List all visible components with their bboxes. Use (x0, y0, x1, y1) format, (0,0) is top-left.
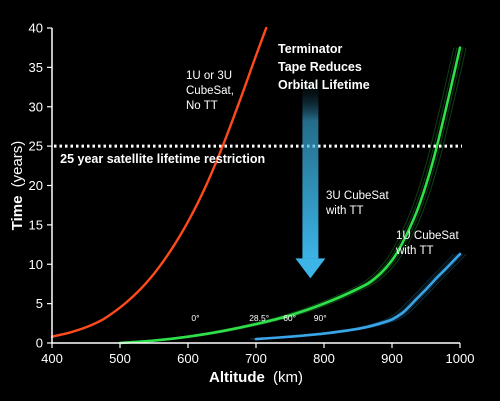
x-tick-label: 400 (41, 351, 63, 366)
spread-line-tt_1u (249, 253, 455, 340)
spread-line-tt_1u (252, 253, 458, 340)
inclination-label: 60° (283, 313, 296, 323)
x-axis-label: Altitude (209, 369, 265, 386)
y-tick-label: 5 (36, 296, 43, 311)
x-tick-label: 600 (177, 351, 199, 366)
inclination-label: 90° (314, 313, 327, 323)
series-lines (50, 26, 462, 345)
label-tape-note-line: Terminator (278, 42, 342, 56)
x-tick-label: 800 (313, 351, 335, 366)
series-line-tt_1u (254, 252, 462, 341)
spread-line-tt_1u (259, 253, 464, 340)
x-axis-title: Altitude (km) (209, 369, 303, 386)
inclination-label: 28.5° (249, 313, 269, 323)
y-tick-label: 30 (29, 99, 43, 114)
x-tick-label: 900 (381, 351, 403, 366)
y-axis-unit: (years) (9, 141, 26, 188)
y-tick-label: 0 (36, 336, 43, 351)
y-tick-label: 20 (29, 178, 43, 193)
arrow-head (295, 258, 326, 279)
y-tick-label: 15 (29, 217, 43, 232)
y-tick-label: 35 (29, 60, 43, 75)
label-tape-note-line: Tape Reduces (278, 60, 362, 74)
y-axis-label: Time (9, 196, 26, 231)
label-tt-3u-line: with TT (325, 205, 364, 217)
y-tick-label: 25 (29, 139, 43, 154)
x-tick-label: 500 (109, 351, 131, 366)
label-no-tt-line: 1U or 3U (186, 70, 232, 82)
label-tt-3u-line: 3U CubeSat (326, 190, 389, 202)
y-axis-title: Time (years) (9, 141, 26, 231)
inclination-label: 0° (191, 313, 199, 323)
axis-ticks: 400 500 600 700 800 900 1000 0 5 10 15 20 25 30 35 40 (29, 21, 475, 367)
label-no-tt-line: CubeSat, (186, 85, 234, 97)
annotations: 25 year satellite lifetime restriction 1… (60, 42, 459, 323)
y-tick-label: 40 (29, 21, 43, 36)
threshold-label: 25 year satellite lifetime restriction (60, 152, 265, 166)
label-tape-note-line: Orbital Lifetime (278, 78, 370, 92)
reduction-arrow (295, 75, 326, 279)
label-tt-1u-line: 1U CubeSat (396, 230, 459, 242)
x-tick-label: 700 (245, 351, 267, 366)
arrow-shaft (302, 75, 319, 259)
label-no-tt-line: No TT (186, 100, 218, 112)
label-tt-1u-line: with TT (395, 245, 434, 257)
x-axis-unit: (km) (273, 369, 303, 386)
series-line-no_tt (50, 26, 268, 338)
series-line-tt_3u (118, 46, 462, 345)
y-tick-label: 10 (29, 257, 43, 272)
x-tick-label: 1000 (446, 351, 475, 366)
